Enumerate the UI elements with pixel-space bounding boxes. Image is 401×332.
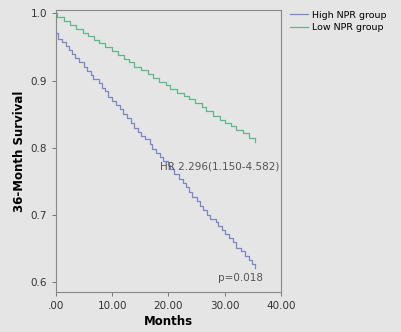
Text: HR 2.296(1.150-4.582): HR 2.296(1.150-4.582) [160, 161, 279, 171]
X-axis label: Months: Months [144, 315, 193, 328]
Legend: High NPR group, Low NPR group: High NPR group, Low NPR group [288, 9, 389, 34]
Text: p=0.018: p=0.018 [218, 274, 263, 284]
Y-axis label: 36-Month Survival: 36-Month Survival [14, 90, 26, 212]
